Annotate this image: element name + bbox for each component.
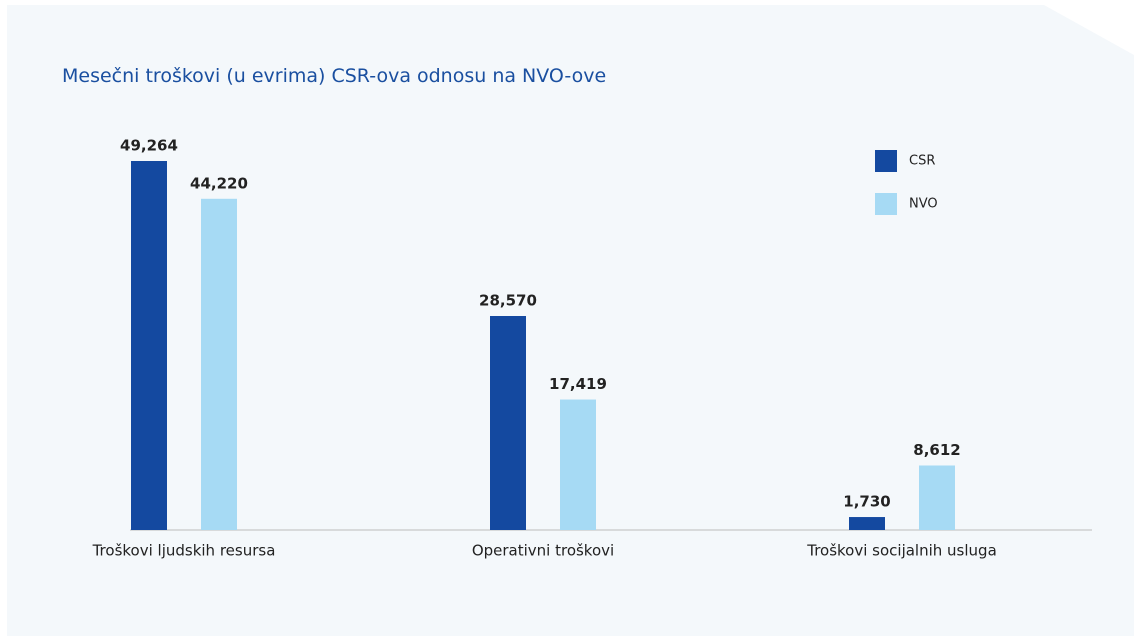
- value-label: 44,220: [190, 174, 248, 192]
- value-label: 49,264: [120, 137, 178, 155]
- x-tick-label: Troškovi socijalnih usluga: [806, 542, 997, 560]
- legend-label: CSR: [909, 154, 935, 169]
- legend-swatch: [875, 150, 897, 172]
- value-label: 1,730: [843, 493, 890, 511]
- x-tick-label: Operativni troškovi: [472, 542, 614, 560]
- x-tick-label: Troškovi ljudskih resursa: [92, 542, 276, 560]
- bar: [849, 517, 885, 530]
- panel: [7, 5, 1134, 636]
- bar: [201, 198, 237, 530]
- value-label: 8,612: [913, 441, 960, 459]
- bar: [560, 399, 596, 530]
- value-label: 17,419: [549, 375, 607, 393]
- value-label: 28,570: [479, 292, 537, 310]
- bar: [131, 161, 167, 530]
- legend-swatch: [875, 193, 897, 215]
- chart-title: Mesečni troškovi (u evrima) CSR-ova odno…: [62, 65, 606, 87]
- bar: [490, 316, 526, 530]
- legend-label: NVO: [909, 197, 938, 212]
- bar: [919, 465, 955, 530]
